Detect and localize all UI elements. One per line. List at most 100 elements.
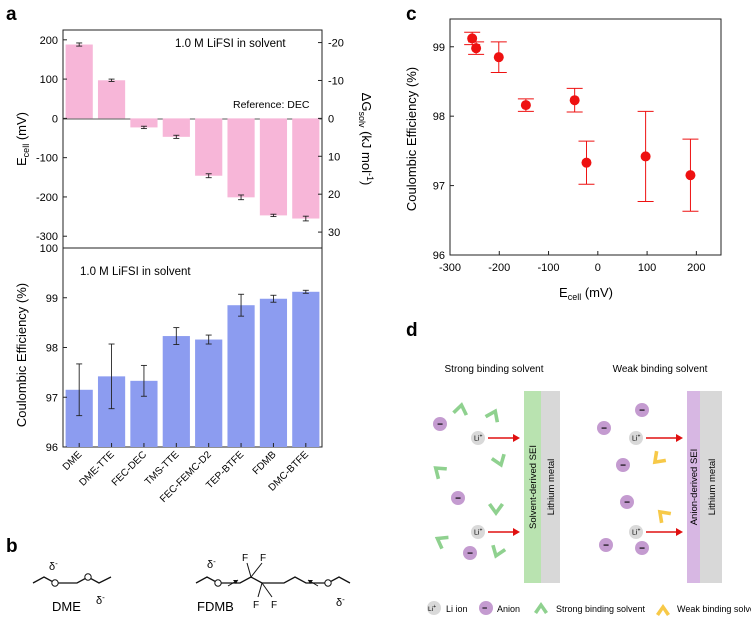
panel-a-top-right-ylabel: ΔGsolv (kJ mol-1): [357, 93, 375, 186]
strong-solvent-icon: [490, 453, 506, 468]
anion-icon: [616, 458, 630, 472]
dme-skeleton: [32, 576, 112, 584]
anion-icon: [433, 417, 447, 431]
strong-solvent-icon: [491, 544, 507, 559]
binding-arrowhead: [513, 528, 520, 536]
anion-icon: [599, 538, 613, 552]
fdmb-delta-1: δ-: [207, 557, 216, 571]
a-bottom-ytick-label: 100: [40, 243, 58, 255]
a-top-ytick-label: 100: [40, 74, 58, 86]
anion-symbol: −: [620, 461, 626, 472]
a-bottom-ytick-label: 99: [46, 293, 58, 305]
strong-solvent-icon: [452, 402, 469, 416]
c-xtick-label: 100: [638, 262, 656, 274]
fdmb-delta-2: δ-: [336, 595, 345, 609]
li-ion-symbol: Li+: [632, 528, 640, 537]
fdmb-f-bond-3: [257, 582, 263, 598]
a-top-bar: [195, 118, 223, 176]
c-xtick-label: -100: [538, 262, 560, 274]
a-bottom-ytick-label: 97: [46, 392, 58, 404]
panel-a-top-ylabel: Ecell (mV): [14, 112, 31, 166]
anion-symbol: −: [624, 498, 630, 509]
strong-solvent-icon: [434, 535, 449, 550]
legend-strong-solvent-text: Strong binding solvent: [556, 604, 646, 614]
fdmb-structure: δ- δ- F F F F FDMB: [195, 553, 351, 614]
anion-symbol: −: [601, 424, 607, 435]
a-top-bar: [65, 44, 93, 119]
anion-symbol: −: [467, 549, 473, 560]
c-xtick-label: -200: [488, 262, 510, 274]
strong-binding-title: Strong binding solvent: [445, 364, 544, 375]
legend-weak-solvent-text: Weak binding solvent: [677, 604, 751, 614]
dme-name: DME: [52, 599, 81, 614]
dme-oxygen-1: [51, 579, 59, 587]
anion-symbol: −: [603, 541, 609, 552]
c-data-point: [569, 95, 580, 106]
a-top-ytick-label: -100: [36, 153, 58, 165]
legend-weak-solvent-icon: [656, 604, 670, 616]
c-data-point: [493, 52, 504, 63]
a-top-bar: [130, 118, 158, 128]
panel-c-xlabel: Ecell (mV): [559, 285, 613, 302]
anion-symbol: −: [639, 406, 645, 417]
legend-anion-text: Anion: [497, 604, 520, 614]
panel-d-schematic: Strong binding solvent Weak binding solv…: [427, 364, 751, 616]
a-bottom-bar: [292, 291, 320, 447]
lithium-metal-label-left: Lithium metal: [546, 459, 557, 516]
anion-derived-sei-layer: [687, 391, 700, 583]
legend-anion-symbol: −: [482, 603, 487, 613]
binding-arrowhead: [676, 434, 683, 442]
li-ion-icon: [629, 525, 643, 539]
c-ytick-label: 96: [433, 250, 445, 262]
panel-c-frame: [449, 18, 722, 256]
legend: Li+ Li ion − Anion Strong binding solven…: [427, 601, 751, 616]
a-bottom-bar: [259, 298, 288, 447]
fdmb-fluorine-1: F: [242, 553, 248, 564]
dme-oxygen-2: [84, 573, 92, 581]
strong-solvent-icon: [484, 408, 500, 423]
solvent-derived-sei-layer: [524, 391, 541, 583]
binding-arrowhead: [513, 434, 520, 442]
panel-c-label: c: [406, 4, 417, 25]
panel-c-chart: -300 -200 -100 0 100 200 96 97 98 99 Coulombic E…: [404, 18, 722, 302]
fdmb-oxygen-2: [324, 579, 332, 587]
panel-a-reference-note: Reference: DEC: [233, 99, 310, 111]
weak-solvent-icon: [652, 450, 667, 465]
anion-symbol: −: [639, 544, 645, 555]
c-data-point: [467, 33, 478, 44]
li-ion-icon: [471, 525, 485, 539]
solvent-derived-sei-label: Solvent-derived SEI: [528, 445, 539, 529]
legend-li-ion-symbol: Li+: [428, 604, 436, 613]
anion-icon: [597, 421, 611, 435]
anion-symbol: −: [455, 494, 461, 505]
anion-icon: [451, 491, 465, 505]
a-bottom-bar: [195, 339, 223, 447]
fdmb-oxygen-1: [214, 579, 222, 587]
li-ion-icon: [471, 431, 485, 445]
panel-d-label: d: [406, 320, 418, 341]
c-data-point: [471, 43, 482, 54]
panel-a-bottom-ylabel: Coulombic Efficiency (%): [14, 283, 29, 427]
a-top-right-tick-label: 30: [328, 227, 340, 239]
legend-anion-icon: [479, 601, 493, 615]
a-top-bar: [292, 118, 320, 219]
fdmb-fluorine-2: F: [260, 553, 266, 564]
panel-b-label: b: [6, 536, 18, 557]
panel-a-bottom-note: 1.0 M LiFSI in solvent: [80, 266, 191, 278]
a-bottom-category-label: FEC-DEC: [110, 449, 149, 488]
a-top-right-tick-label: 20: [328, 189, 340, 201]
anion-symbol: −: [437, 420, 443, 431]
lithium-metal-label-right: Lithium metal: [707, 459, 718, 516]
li-ion-icon: [629, 431, 643, 445]
fdmb-f-bond-1: [246, 562, 252, 578]
fdmb-dipole-arrowhead-1: [233, 580, 238, 584]
binding-arrowhead: [676, 528, 683, 536]
dme-delta-2: δ-: [96, 593, 105, 607]
a-bottom-category-label: FDMB: [251, 449, 279, 477]
a-top-right-tick-label: 10: [328, 151, 340, 163]
fdmb-f-bond-2: [250, 562, 263, 578]
strong-solvent-icon: [433, 466, 447, 480]
a-bottom-ytick-label: 98: [46, 343, 58, 355]
